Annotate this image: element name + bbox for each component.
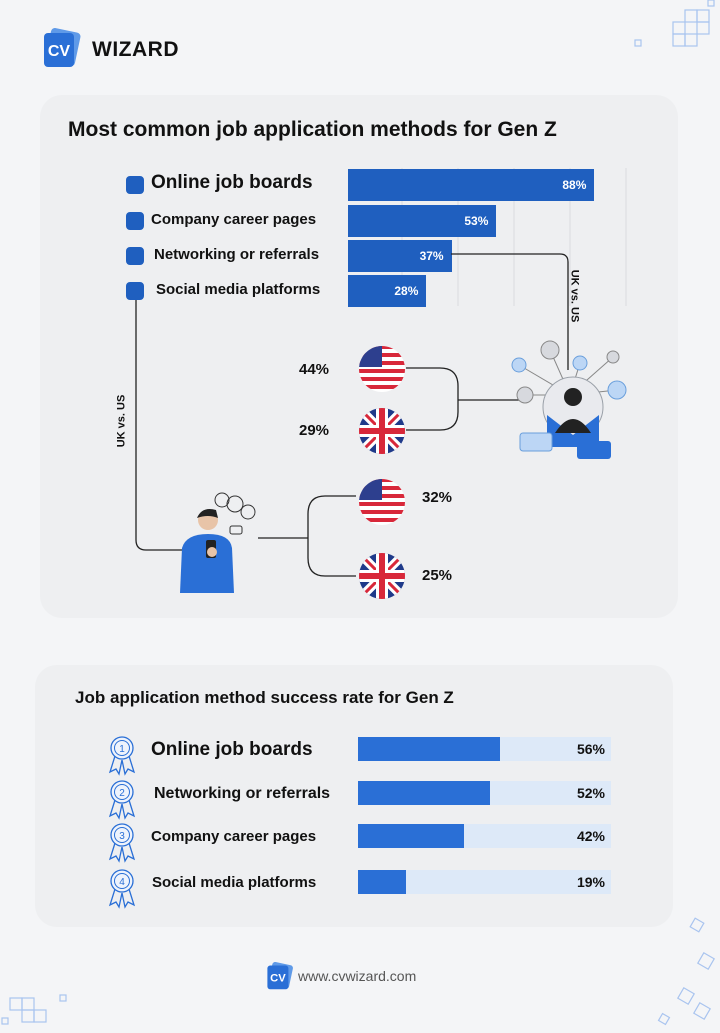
bar-track: 56% <box>358 737 611 761</box>
category-label: Company career pages <box>151 828 317 845</box>
cv-logo-icon: CV <box>267 962 293 990</box>
us-flag-icon <box>359 346 405 392</box>
bar-track: 19% <box>358 870 611 894</box>
rank-number: 3 <box>119 831 125 842</box>
decorative-grid-icon <box>1 994 67 1025</box>
bar-track: 42% <box>358 824 611 848</box>
award-ribbon-icon: 2 <box>108 780 136 820</box>
us-flag-icon <box>359 479 405 525</box>
award-ribbon-icon: 4 <box>108 869 136 909</box>
brand-name: WIZARD <box>92 38 179 61</box>
bar: 88% <box>348 169 595 201</box>
legend-square <box>126 212 144 230</box>
category-label: Social media platforms <box>156 281 321 298</box>
bar <box>358 824 465 848</box>
award-ribbon-icon: 3 <box>108 823 136 863</box>
chart1-connectors <box>135 253 569 577</box>
category-label: Online job boards <box>151 739 313 760</box>
uk-vs-us-label-networking: UK vs. US <box>568 269 581 323</box>
bar: 53% <box>348 205 497 237</box>
bar <box>358 781 490 805</box>
bar: 37% <box>348 240 452 272</box>
uk-vs-us-label-social: UK vs. US <box>115 394 128 448</box>
decorative-grid-icon <box>657 917 716 1026</box>
bar: 28% <box>348 275 427 307</box>
award-ribbon-icon: 1 <box>108 736 136 776</box>
decorative-grid-icon <box>634 0 715 47</box>
social-us-percent: 32% <box>422 489 453 506</box>
bar-track: 52% <box>358 781 611 805</box>
uk-flag-icon <box>359 553 405 599</box>
networking-us-percent: 44% <box>299 361 330 378</box>
category-label: Company career pages <box>151 211 317 228</box>
bar-value-label: 88% <box>562 178 587 192</box>
phone-person-illustration <box>180 492 256 593</box>
logo-badge-text: CV <box>48 43 71 60</box>
chart2-title: Job application method success rate for … <box>75 688 454 707</box>
category-label: Networking or referrals <box>154 246 320 263</box>
chart1-title: Most common job application methods for … <box>68 118 557 141</box>
category-label: Social media platforms <box>152 874 317 891</box>
bar-value-label: 37% <box>419 249 444 263</box>
bar-value-label: 19% <box>576 874 605 890</box>
bar-value-label: 28% <box>394 284 419 298</box>
category-label: Online job boards <box>151 172 313 193</box>
networking-person-illustration <box>511 340 627 459</box>
legend-square <box>126 247 144 265</box>
rank-number: 2 <box>119 788 125 799</box>
uk-flag-icon <box>359 408 405 454</box>
footer-logo-badge-text: CV <box>270 973 286 985</box>
website-link[interactable]: www.cvwizard.com <box>298 968 417 984</box>
rank-number: 1 <box>119 744 125 755</box>
cv-logo-icon: CV <box>44 28 81 67</box>
bar <box>358 737 500 761</box>
bar <box>358 870 407 894</box>
category-label: Networking or referrals <box>154 785 331 802</box>
legend-square <box>126 176 144 194</box>
rank-number: 4 <box>119 877 125 888</box>
bar-value-label: 52% <box>576 785 605 801</box>
bar-value-label: 56% <box>576 741 605 757</box>
legend-square <box>126 282 144 300</box>
networking-uk-percent: 29% <box>299 422 330 439</box>
bar-value-label: 53% <box>464 214 489 228</box>
bar-value-label: 42% <box>576 828 605 844</box>
social-uk-percent: 25% <box>422 567 453 584</box>
